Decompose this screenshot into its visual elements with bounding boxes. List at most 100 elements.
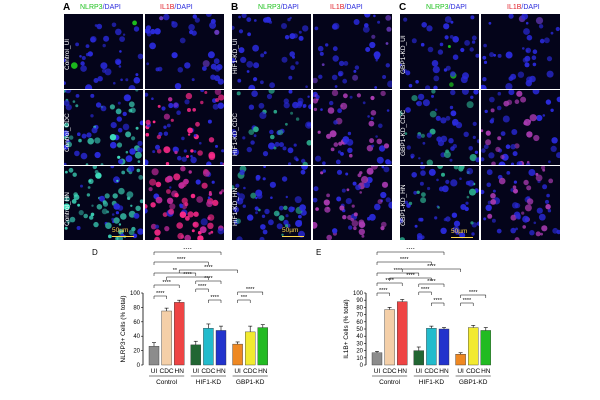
significance-bracket (153, 261, 209, 265)
micrograph-tile (64, 14, 143, 89)
significance-label: **** (433, 298, 442, 304)
bar (413, 350, 425, 366)
significance-label: **** (469, 290, 478, 296)
category-label: UI (457, 368, 464, 375)
significance-bracket (195, 280, 222, 284)
significance-bracket (166, 276, 209, 280)
micrograph-tile (145, 166, 224, 240)
y-tick-label: 30 (356, 341, 363, 347)
header-il1b-a: IL1B/DAPI (160, 4, 193, 11)
micrograph-tile (232, 14, 311, 89)
significance-label: **** (406, 248, 415, 253)
bar (203, 328, 214, 366)
category-label: CDC (243, 368, 257, 375)
y-tick-label: 50 (356, 327, 363, 333)
header-il1b-c: IL1B/DAPI (507, 4, 540, 11)
micrograph-tile (400, 90, 479, 165)
significance-label: **** (421, 287, 430, 293)
significance-bracket (460, 302, 474, 306)
bar (173, 302, 185, 366)
significance-bracket (153, 284, 180, 288)
significance-label: **** (156, 291, 165, 297)
significance-bracket (376, 261, 432, 265)
significance-bracket (376, 292, 390, 296)
y-tick-label: 80 (133, 305, 140, 311)
significance-bracket (389, 277, 432, 281)
significance-bracket (153, 295, 167, 299)
significance-bracket (376, 282, 403, 286)
header-nlrp3-c: NLRP3/DAPI (426, 4, 467, 11)
micrograph-tile (481, 90, 560, 165)
y-tick-label: 100 (130, 291, 141, 297)
significance-bracket (153, 272, 197, 276)
significance-label: **** (394, 268, 403, 274)
significance-bracket (431, 302, 445, 306)
micrograph-tile (313, 166, 392, 240)
tile-separator (400, 165, 560, 166)
tile-separator (64, 89, 224, 90)
y-tick-label: 40 (133, 334, 140, 340)
panel-letter-c: C (399, 2, 407, 13)
significance-bracket (195, 288, 209, 292)
micrograph-tile (145, 90, 224, 165)
chart-letter-d: D (92, 248, 98, 257)
bar (384, 309, 395, 366)
scale-bar-label-b: 50µm (282, 227, 299, 234)
group-label: HIF1-KD (196, 379, 222, 386)
significance-bracket (153, 251, 222, 255)
group-label: GBP1-KD (236, 379, 265, 386)
bar (480, 330, 492, 366)
row-label-b-cdc: HIF1-KD_CDC (232, 113, 239, 156)
bar (190, 344, 202, 366)
significance-label: **** (204, 265, 213, 271)
bar (438, 328, 450, 366)
row-label-a-hn: Control_HN (64, 192, 71, 226)
micrograph-tile (400, 14, 479, 89)
group-label: GBP1-KD (459, 379, 488, 386)
scale-bar-c (451, 237, 473, 238)
significance-label: **** (427, 279, 436, 285)
row-label-c-cdc: GBP1-KD_CDC (400, 109, 407, 156)
bar (257, 327, 269, 366)
row-label-c-ui: GBP1-KD_UI (400, 35, 407, 74)
category-label: UI (374, 368, 381, 375)
significance-label: **** (177, 257, 186, 263)
significance-label: **** (406, 273, 415, 279)
category-label: CDC (201, 368, 215, 375)
category-label: UI (193, 368, 200, 375)
significance-bracket (178, 269, 238, 273)
y-tick-label: 100 (353, 291, 364, 297)
header-nlrp3-a: NLRP3/DAPI (80, 4, 121, 11)
panel-letter-b: B (231, 2, 239, 13)
bar (426, 328, 437, 366)
category-label: HN (175, 368, 185, 375)
significance-bracket (237, 299, 251, 303)
y-tick-label: 40 (356, 334, 363, 340)
header-il1b-b: IL1B/DAPI (330, 4, 363, 11)
significance-label: **** (379, 288, 388, 294)
y-tick-label: 60 (133, 320, 140, 326)
y-axis-label: NLRP3+ Cells (% total) (120, 295, 127, 362)
scale-bar-a (112, 236, 134, 237)
significance-bracket (418, 283, 445, 287)
group-label: Control (156, 379, 178, 386)
category-label: HN (216, 368, 226, 375)
significance-label: **** (427, 264, 436, 270)
bar (467, 327, 479, 366)
scale-bar-label-c: 50µm (451, 228, 468, 235)
chart-letter-e: E (316, 248, 322, 257)
significance-bracket (376, 272, 420, 276)
y-tick-label: 10 (356, 356, 363, 362)
category-label: HN (481, 368, 491, 375)
bar (371, 352, 383, 366)
category-label: UI (234, 368, 241, 375)
row-label-b-ui: HIF1-KD_UI (232, 38, 239, 74)
significance-label: **** (204, 276, 213, 282)
micrograph-tile (145, 14, 224, 89)
significance-bracket (376, 251, 445, 255)
significance-label: ** (173, 268, 178, 274)
category-label: CDC (383, 368, 397, 375)
micrograph-tile (481, 14, 560, 89)
category-label: CDC (466, 368, 480, 375)
significance-label: **** (246, 287, 255, 293)
